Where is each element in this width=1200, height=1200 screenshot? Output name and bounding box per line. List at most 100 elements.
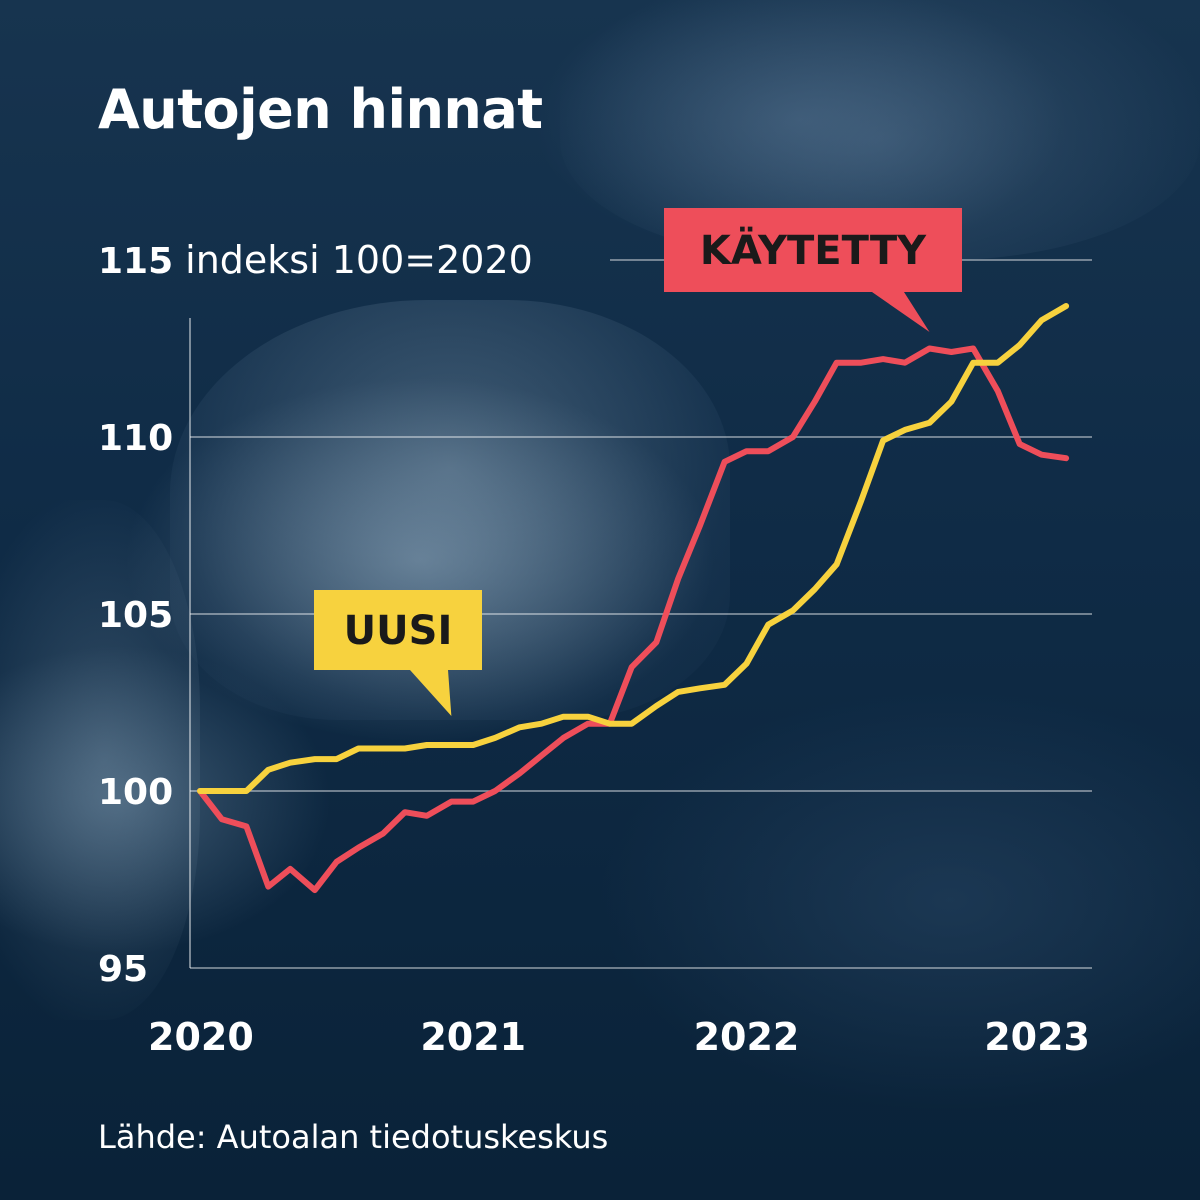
- callout-käytetty: KÄYTETTY: [664, 208, 962, 332]
- data-point: [812, 587, 817, 592]
- callout-label: UUSI: [344, 608, 453, 654]
- data-point: [312, 888, 317, 893]
- data-point: [766, 449, 771, 454]
- x-tick-label-2020: 2020: [148, 1015, 254, 1059]
- data-point: [881, 357, 886, 362]
- data-point: [424, 813, 429, 818]
- data-point: [676, 576, 681, 581]
- data-point: [288, 866, 293, 871]
- data-point: [493, 789, 498, 794]
- data-point: [1064, 304, 1069, 309]
- data-point: [744, 449, 749, 454]
- chart-title: Autojen hinnat: [98, 78, 543, 141]
- data-point: [927, 346, 932, 351]
- data-point: [356, 746, 361, 751]
- x-tick-label-2023: 2023: [984, 1015, 1090, 1059]
- data-point: [402, 810, 407, 815]
- data-point: [493, 735, 498, 740]
- data-point: [471, 743, 476, 748]
- data-point: [356, 845, 361, 850]
- y-tick-label-110: 110: [98, 418, 173, 459]
- y-tick-label-100: 100: [98, 772, 173, 813]
- data-point: [266, 884, 271, 889]
- data-point: [244, 789, 249, 794]
- data-point: [676, 689, 681, 694]
- data-point: [517, 725, 522, 730]
- y-axis-unit-label: indeksi 100=2020: [185, 238, 533, 282]
- data-point: [744, 661, 749, 666]
- data-point: [902, 427, 907, 432]
- data-point: [449, 743, 454, 748]
- data-point: [381, 746, 386, 751]
- data-point: [539, 721, 544, 726]
- data-point: [971, 346, 976, 351]
- data-point: [424, 743, 429, 748]
- data-point: [971, 360, 976, 365]
- data-point: [1039, 318, 1044, 323]
- data-point: [949, 350, 954, 355]
- data-point: [698, 523, 703, 528]
- callout-box: [664, 208, 962, 332]
- data-point: [654, 640, 659, 645]
- data-point: [812, 399, 817, 404]
- data-point: [1017, 442, 1022, 447]
- data-point: [1017, 343, 1022, 348]
- data-point: [881, 438, 886, 443]
- data-point: [790, 435, 795, 440]
- data-point: [312, 757, 317, 762]
- data-point: [198, 789, 203, 794]
- y-tick-label-115: 115 indeksi 100=2020: [98, 238, 533, 282]
- data-point: [722, 459, 727, 464]
- data-point: [834, 360, 839, 365]
- data-point: [219, 817, 224, 822]
- data-point: [539, 753, 544, 758]
- data-point: [381, 831, 386, 836]
- data-point: [288, 760, 293, 765]
- data-point: [766, 622, 771, 627]
- callout-layer: KÄYTETTY UUSI: [314, 208, 962, 716]
- data-point: [449, 799, 454, 804]
- data-point: [834, 562, 839, 567]
- data-point: [402, 746, 407, 751]
- data-point: [722, 682, 727, 687]
- data-point: [949, 399, 954, 404]
- source-note: Lähde: Autoalan tiedotuskeskus: [98, 1118, 609, 1156]
- data-point: [629, 665, 634, 670]
- y-tick-label-105: 105: [98, 595, 173, 636]
- data-point: [859, 498, 864, 503]
- callout-uusi: UUSI: [314, 590, 482, 716]
- data-point: [266, 767, 271, 772]
- x-tick-label-2022: 2022: [694, 1015, 800, 1059]
- data-point: [698, 686, 703, 691]
- series-line-uusi: [197, 303, 1070, 794]
- data-point: [586, 721, 591, 726]
- data-point: [902, 360, 907, 365]
- series-layer: [197, 303, 1070, 894]
- data-point: [607, 721, 612, 726]
- callout-box: [314, 590, 482, 716]
- series-line-kaytetty: [197, 345, 1070, 894]
- data-point: [561, 714, 566, 719]
- data-point: [517, 771, 522, 776]
- data-point: [995, 389, 1000, 394]
- data-point: [1039, 452, 1044, 457]
- y-tick-label-95: 95: [98, 949, 148, 990]
- data-point: [219, 789, 224, 794]
- data-point: [629, 721, 634, 726]
- data-point: [471, 799, 476, 804]
- data-point: [1064, 456, 1069, 461]
- data-point: [334, 757, 339, 762]
- data-point: [586, 714, 591, 719]
- axis-layer: 95 100 105 110 115 indeksi 100=2020 2020 2021 20…: [98, 238, 1090, 1059]
- data-point: [244, 824, 249, 829]
- data-point: [790, 608, 795, 613]
- data-point: [561, 735, 566, 740]
- callout-label: KÄYTETTY: [700, 226, 927, 274]
- data-point: [334, 859, 339, 864]
- data-point: [995, 360, 1000, 365]
- x-tick-label-2021: 2021: [420, 1015, 526, 1059]
- data-point: [859, 360, 864, 365]
- data-point: [927, 420, 932, 425]
